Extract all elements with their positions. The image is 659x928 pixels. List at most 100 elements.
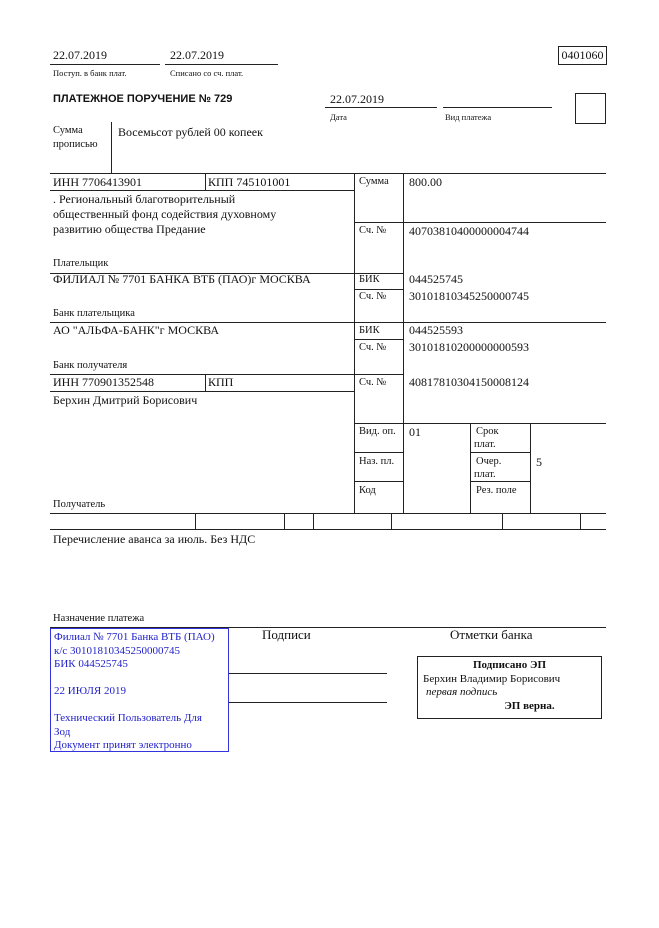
divider xyxy=(470,452,530,453)
divider xyxy=(111,122,112,173)
bank-stamp: Филиал № 7701 Банка ВТБ (ПАО) к/с 301018… xyxy=(50,628,229,752)
stamp-line: 22 ИЮЛЯ 2019 xyxy=(54,685,126,697)
stamp-line: Технический Пользователь Для xyxy=(54,712,202,724)
divider xyxy=(50,173,606,174)
stamp-line: Филиал № 7701 Банка ВТБ (ПАО) xyxy=(54,631,215,643)
payer-inn: ИНН 7706413901 xyxy=(53,175,142,189)
payee-label: Получатель xyxy=(53,499,106,510)
purpose-code-label: Наз. пл. xyxy=(359,456,395,467)
stamp-line: БИК 044525745 xyxy=(54,658,128,670)
page-title: ПЛАТЕЖНОЕ ПОРУЧЕНИЕ № 729 xyxy=(53,93,233,105)
divider xyxy=(50,391,354,392)
stamp-line: Документ принят электронно xyxy=(54,739,192,751)
received-label: Поступ. в банк плат. xyxy=(53,68,127,78)
divider xyxy=(205,374,206,391)
divider xyxy=(50,190,354,191)
divider xyxy=(325,107,437,108)
divider xyxy=(354,452,403,453)
payee-inn: ИНН 770901352548 xyxy=(53,375,154,389)
divider xyxy=(284,513,285,529)
divider xyxy=(354,222,606,223)
bank-marks-label: Отметки банка xyxy=(450,627,533,642)
stamp-line xyxy=(54,672,225,686)
purpose-label: Назначение платежа xyxy=(53,613,145,624)
divider xyxy=(205,173,206,190)
divider xyxy=(354,289,403,290)
payer-bank-label: Банк плательщика xyxy=(53,308,135,319)
priority: 5 xyxy=(536,455,542,469)
payer-label: Плательщик xyxy=(53,258,109,269)
payee-name: Берхин Дмитрий Борисович xyxy=(53,393,198,407)
op-type: 01 xyxy=(409,425,421,439)
received-date: 22.07.2019 xyxy=(53,48,107,62)
payee-bank-account: 30101810200000000593 xyxy=(409,340,529,354)
term-label-2: плат. xyxy=(474,439,496,450)
purpose-text: Перечисление аванса за июль. Без НДС xyxy=(53,532,256,546)
stamp-line: к/с 30101810345250000745 xyxy=(54,644,181,657)
divider xyxy=(530,423,531,513)
divider xyxy=(403,173,404,513)
signature-line-1 xyxy=(229,673,387,674)
form-code: 0401060 xyxy=(558,46,607,65)
divider xyxy=(354,173,355,513)
divider xyxy=(50,513,606,514)
payee-bank-name: АО "АЛЬФА-БАНК"г МОСКВА xyxy=(53,323,220,337)
payer-bank-account: 30101810345250000745 xyxy=(409,289,529,303)
e-signature-box: Подписано ЭП Берхин Владимир Борисович п… xyxy=(417,656,602,719)
e-signature-status: ЭП верна. xyxy=(504,699,555,712)
signature-line-2 xyxy=(229,702,387,703)
payer-bank-name: ФИЛИАЛ № 7701 БАНКА ВТБ (ПАО)г МОСКВА xyxy=(53,272,311,286)
payer-kpp: КПП 745101001 xyxy=(208,175,291,189)
e-signature-role: первая подпись xyxy=(426,686,498,698)
payee-account-label: Сч. № xyxy=(359,377,387,388)
amount-words-label-2: прописью xyxy=(53,139,98,150)
reserve-label: Рез. поле xyxy=(476,485,517,496)
divider xyxy=(354,423,606,424)
payer-name-line: общественный фонд содействия духовному xyxy=(53,207,277,221)
stamp-line xyxy=(54,699,225,713)
priority-label-2: плат. xyxy=(474,469,496,480)
divider xyxy=(50,374,403,375)
divider xyxy=(502,513,503,529)
payer-bank-bik-label: БИК xyxy=(359,274,380,285)
divider xyxy=(354,481,403,482)
divider xyxy=(165,64,278,65)
checkbox-square xyxy=(575,93,606,124)
payer-account: 40703810400000004744 xyxy=(409,224,529,238)
order-date: 22.07.2019 xyxy=(330,92,384,106)
stamp-line: Зод xyxy=(54,725,71,738)
payee-bank-bik-label: БИК xyxy=(359,325,380,336)
amount-words: Восемьсот рублей 00 копеек xyxy=(118,125,263,139)
payer-name-line: . Региональный благотворительный xyxy=(53,192,236,206)
payee-account: 40817810304150008124 xyxy=(409,375,529,389)
payment-type-label: Вид платежа xyxy=(445,112,492,122)
date-label: Дата xyxy=(330,112,347,122)
payee-bank-label: Банк получателя xyxy=(53,360,128,371)
divider xyxy=(50,627,606,628)
divider xyxy=(50,529,606,530)
divider xyxy=(313,513,314,529)
e-signature-signer: Берхин Владимир Борисович xyxy=(423,672,561,685)
term-label-1: Срок xyxy=(476,426,499,437)
priority-label-1: Очер. xyxy=(476,456,502,467)
amount: 800.00 xyxy=(409,175,442,189)
debited-label: Списано со сч. плат. xyxy=(170,68,244,78)
divider xyxy=(470,481,530,482)
payee-kpp: КПП xyxy=(208,375,234,389)
divider xyxy=(580,513,581,529)
payee-bank-account-label: Сч. № xyxy=(359,342,387,353)
signatures-label: Подписи xyxy=(262,627,311,642)
divider xyxy=(443,107,552,108)
payee-bank-bik: 044525593 xyxy=(409,323,463,337)
divider xyxy=(50,64,160,65)
divider xyxy=(50,322,606,323)
payer-name-line: развитию общества Предание xyxy=(53,222,206,236)
op-type-label: Вид. оп. xyxy=(359,426,396,437)
divider xyxy=(354,339,403,340)
payer-bank-bik: 044525745 xyxy=(409,272,463,286)
divider xyxy=(50,273,403,274)
payer-bank-account-label: Сч. № xyxy=(359,291,387,302)
divider xyxy=(470,423,471,513)
amount-words-label-1: Сумма xyxy=(53,125,83,136)
payer-account-label: Сч. № xyxy=(359,225,387,236)
